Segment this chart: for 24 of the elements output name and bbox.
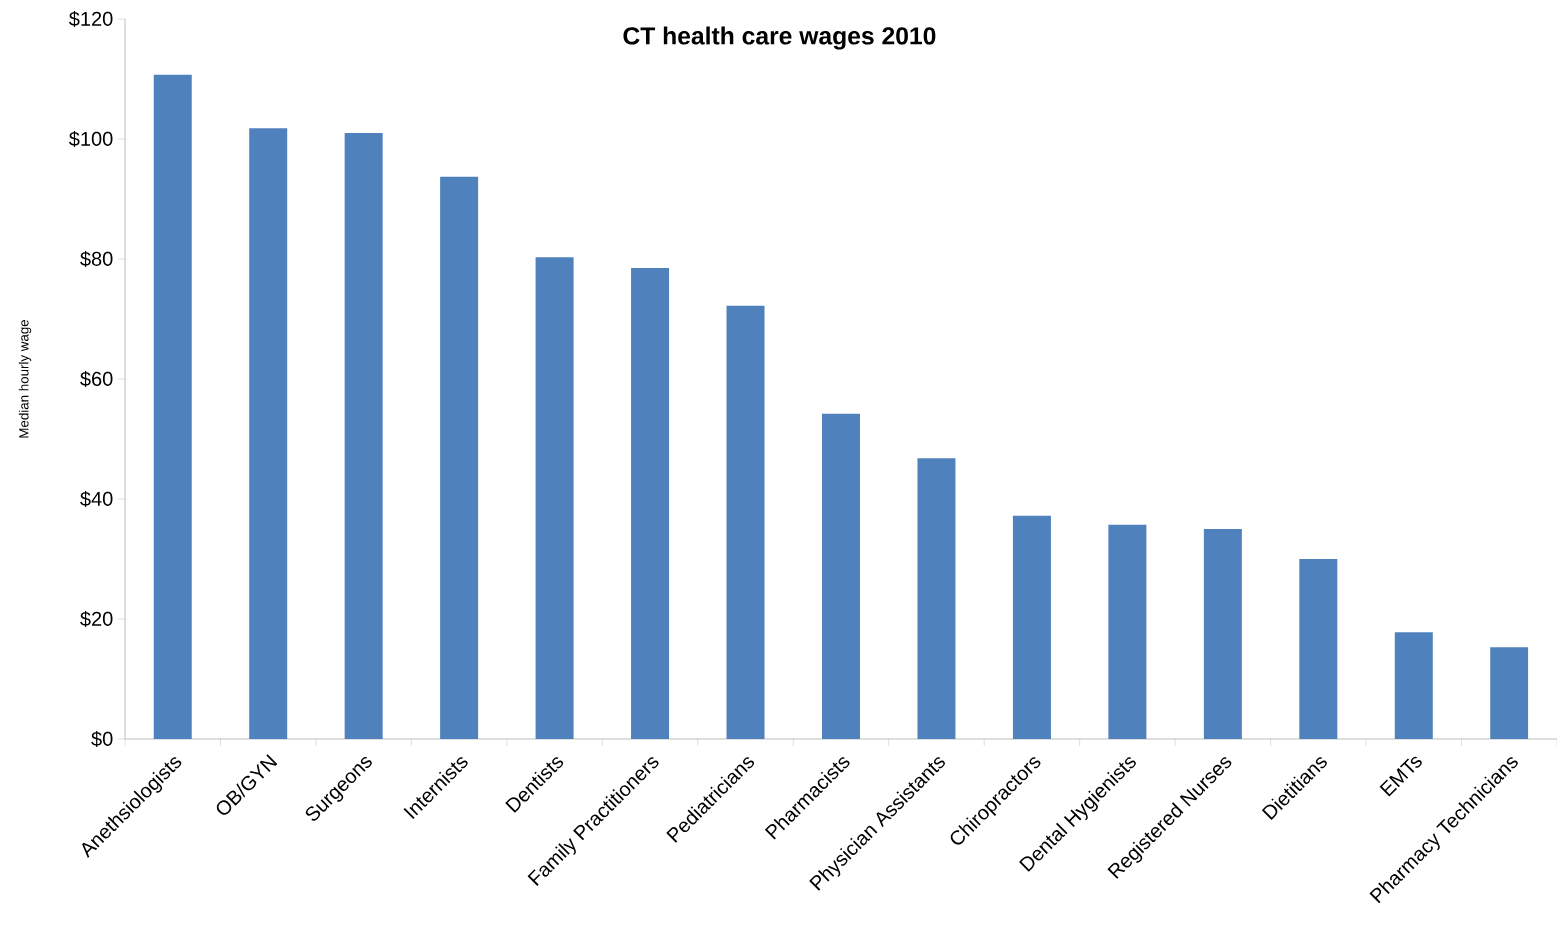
y-tick-label: $0 (91, 730, 113, 748)
y-tick-label: $80 (80, 250, 113, 268)
bar (249, 128, 288, 739)
bar (1108, 524, 1147, 739)
bar (1012, 515, 1051, 739)
bar (1490, 647, 1529, 739)
y-tick-label: $60 (80, 370, 113, 388)
bar (917, 458, 956, 739)
bar (535, 257, 574, 739)
y-tick-label: $40 (80, 490, 113, 508)
y-axis-title: Median hourly wage (18, 319, 32, 438)
bar (1394, 632, 1433, 739)
bar (1299, 558, 1338, 739)
bar (631, 267, 670, 739)
bar (726, 305, 765, 739)
y-tick-label: $100 (69, 130, 113, 148)
bar (440, 176, 479, 739)
y-tick-label: $20 (80, 610, 113, 628)
bar (821, 413, 860, 739)
chart-title: CT health care wages 2010 (623, 26, 936, 50)
bar (344, 132, 383, 739)
bar (153, 74, 192, 739)
bar (1203, 528, 1242, 739)
y-tick-label: $120 (69, 10, 113, 28)
